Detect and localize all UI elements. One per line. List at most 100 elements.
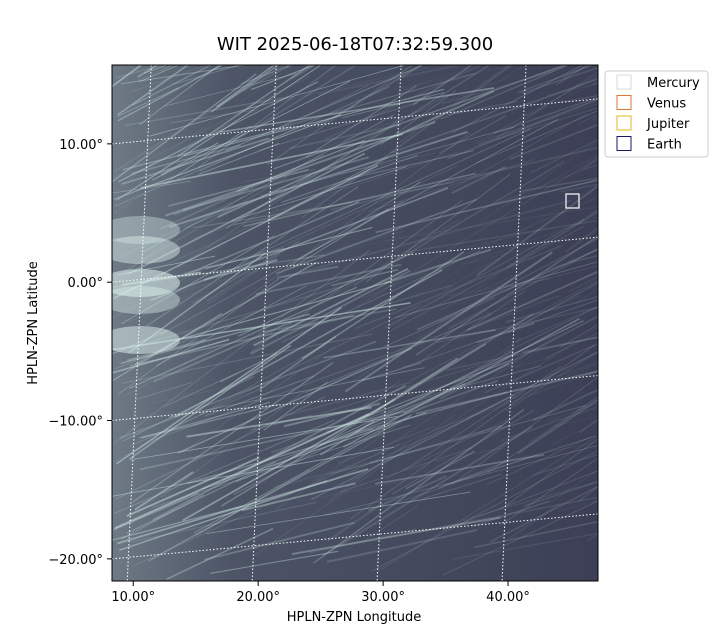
streak <box>128 65 210 94</box>
streak <box>122 126 292 171</box>
streak <box>445 336 598 372</box>
streak <box>369 424 503 464</box>
streak <box>225 174 311 229</box>
streak <box>558 323 598 349</box>
legend: Mercury Venus Jupiter Earth <box>604 70 709 158</box>
streak <box>393 454 538 505</box>
streak <box>521 177 598 192</box>
streak <box>386 419 509 479</box>
streak <box>299 441 598 502</box>
glow <box>112 269 180 297</box>
streak <box>486 436 591 486</box>
streak <box>558 95 598 104</box>
streak <box>238 251 414 337</box>
streak <box>327 503 383 542</box>
streak <box>164 120 436 217</box>
streak <box>404 333 504 391</box>
streak <box>186 406 372 438</box>
streak <box>467 351 598 419</box>
streak <box>168 230 405 296</box>
streak <box>474 74 598 145</box>
streak <box>435 447 503 463</box>
streak <box>169 367 425 418</box>
streak <box>349 452 402 483</box>
streak <box>383 297 496 348</box>
streak <box>527 397 598 444</box>
streak <box>146 186 359 327</box>
streak <box>297 118 559 260</box>
legend-swatch <box>616 136 632 151</box>
streak <box>243 165 459 265</box>
streak <box>318 65 464 96</box>
streak <box>385 218 585 329</box>
streak <box>142 114 395 253</box>
streak <box>438 237 598 323</box>
streak <box>459 237 570 266</box>
streak <box>471 500 551 528</box>
streak <box>496 71 598 139</box>
glow <box>112 236 180 264</box>
streak <box>149 65 407 137</box>
streak <box>557 500 598 512</box>
image-background <box>112 65 598 581</box>
grid-line <box>112 375 598 422</box>
streak <box>344 65 517 100</box>
streak <box>449 278 550 296</box>
streak <box>482 458 598 537</box>
streak <box>493 362 598 398</box>
streak <box>148 414 412 562</box>
streak <box>258 102 418 151</box>
legend-swatch <box>616 95 632 110</box>
streak <box>221 343 487 507</box>
streak <box>546 82 598 96</box>
streak <box>447 98 598 160</box>
streak <box>538 65 545 68</box>
streak <box>122 376 254 442</box>
streak <box>442 257 499 292</box>
streak <box>355 244 564 329</box>
streak <box>203 259 278 281</box>
streak <box>338 152 436 175</box>
streak <box>461 481 598 521</box>
x-tick-label: 30.00° <box>361 590 405 605</box>
streak <box>291 208 390 269</box>
streak <box>205 226 373 270</box>
streak <box>190 396 269 427</box>
streak <box>170 109 255 124</box>
streak <box>574 288 598 305</box>
streak <box>250 269 411 355</box>
streak <box>210 65 280 113</box>
streak <box>478 98 598 144</box>
streak <box>531 453 598 477</box>
streak <box>263 308 397 333</box>
streak <box>362 196 598 300</box>
streak <box>320 364 481 414</box>
streak <box>353 160 565 287</box>
streak <box>254 414 455 556</box>
streak <box>206 254 280 302</box>
streak <box>283 402 381 428</box>
streak <box>390 77 598 154</box>
streak <box>384 248 492 285</box>
streak <box>476 322 535 344</box>
streak <box>509 502 561 540</box>
marker <box>565 193 580 209</box>
streak <box>392 409 535 495</box>
streak <box>339 447 473 493</box>
streak <box>414 183 598 298</box>
streak <box>587 533 598 542</box>
streak <box>267 157 388 221</box>
streak <box>128 277 229 322</box>
streak <box>121 235 275 325</box>
streak <box>183 88 445 157</box>
streak <box>365 173 511 283</box>
streak <box>385 206 598 242</box>
streak <box>579 418 598 433</box>
streak <box>466 270 598 332</box>
streak <box>290 181 421 267</box>
streak <box>193 151 459 239</box>
streak <box>182 156 370 212</box>
streak <box>507 210 598 268</box>
streak <box>220 87 495 133</box>
